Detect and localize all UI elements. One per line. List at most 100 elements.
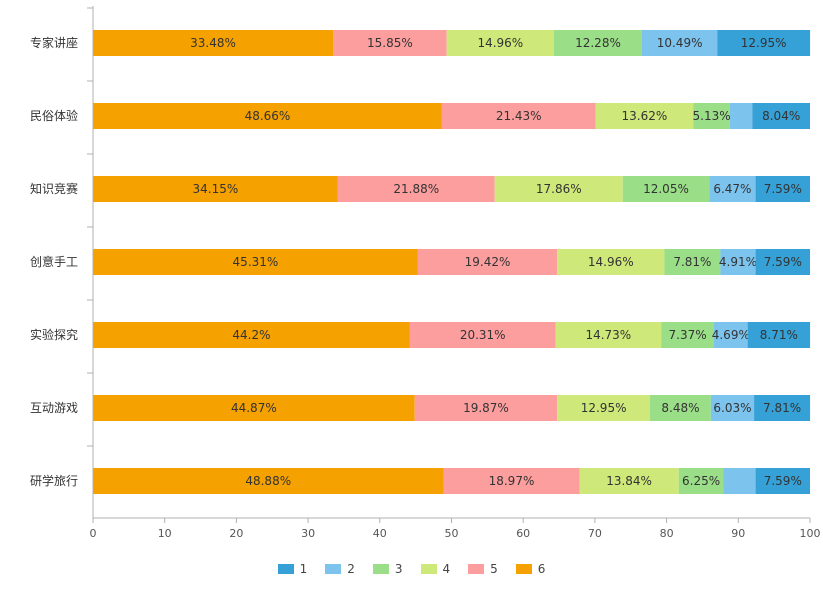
bar-segment bbox=[664, 249, 721, 275]
x-tick-label: 10 bbox=[158, 527, 172, 540]
bar-segment bbox=[709, 176, 756, 202]
legend-item[interactable]: 6 bbox=[515, 562, 545, 576]
data-label: 10.49% bbox=[657, 36, 703, 50]
bar-segment bbox=[579, 468, 679, 494]
bar-layer: 33.48% 15.85% 14.96% 12.28% 10.49% 12.95% 48.6… bbox=[93, 30, 811, 494]
bar-segment bbox=[553, 30, 643, 56]
bar-segment bbox=[693, 103, 730, 129]
legend-item[interactable]: 4 bbox=[420, 562, 451, 576]
data-label: 12.05% bbox=[643, 182, 689, 196]
category-label: 研学旅行 bbox=[30, 473, 78, 488]
data-label: 12.95% bbox=[581, 401, 627, 415]
legend-swatch bbox=[468, 564, 485, 574]
data-label: 14.73% bbox=[585, 328, 631, 342]
bar-segment bbox=[417, 249, 558, 275]
x-tick-label: 0 bbox=[90, 527, 97, 540]
data-label: 13.62% bbox=[621, 109, 667, 123]
bar-segment bbox=[414, 395, 558, 421]
category-label: 民俗体验 bbox=[30, 108, 78, 123]
bar-segment bbox=[717, 30, 811, 56]
bar-segment bbox=[678, 468, 724, 494]
legend-item[interactable]: 5 bbox=[468, 562, 498, 576]
data-label: 34.15% bbox=[193, 182, 239, 196]
data-label: 6.25% bbox=[682, 474, 720, 488]
data-label: 7.59% bbox=[764, 474, 802, 488]
bar-segment bbox=[409, 322, 556, 348]
legend-item[interactable]: 2 bbox=[325, 562, 355, 576]
legend-item[interactable]: 3 bbox=[372, 562, 403, 576]
bar-segment bbox=[723, 468, 756, 494]
bar-segment bbox=[441, 103, 596, 129]
legend-label: 2 bbox=[347, 562, 355, 576]
bar-segment bbox=[622, 176, 710, 202]
data-label: 12.95% bbox=[741, 36, 787, 50]
x-tick-label: 50 bbox=[445, 527, 459, 540]
bar-segment bbox=[446, 30, 554, 56]
data-label: 8.71% bbox=[760, 328, 798, 342]
legend-item[interactable]: 1 bbox=[277, 562, 307, 576]
bar-segment bbox=[650, 395, 711, 421]
category-label: 互动游戏 bbox=[30, 401, 78, 415]
data-label: 6.47% bbox=[713, 182, 751, 196]
legend-label: 5 bbox=[490, 562, 498, 576]
data-label: 19.42% bbox=[465, 255, 511, 269]
data-label: 48.66% bbox=[245, 109, 291, 123]
bar-segment bbox=[755, 468, 810, 494]
data-label: 20.31% bbox=[460, 328, 506, 342]
bar-segment bbox=[720, 249, 756, 275]
data-label: 5.13% bbox=[693, 109, 731, 123]
bar-segment bbox=[494, 176, 623, 202]
legend-swatch bbox=[277, 564, 294, 574]
chart-legend: 1 2 3 4 5 6 bbox=[0, 559, 823, 579]
bar-segment bbox=[713, 322, 748, 348]
data-label: 14.96% bbox=[588, 255, 634, 269]
data-label: 14.96% bbox=[477, 36, 523, 50]
data-label: 12.28% bbox=[575, 36, 621, 50]
data-label: 4.91% bbox=[719, 255, 757, 269]
bar-segment bbox=[93, 468, 444, 494]
legend-label: 3 bbox=[394, 562, 403, 576]
data-label: 44.87% bbox=[231, 401, 277, 415]
bar-segment bbox=[710, 395, 755, 421]
bar-segment bbox=[93, 176, 338, 202]
data-label: 7.59% bbox=[764, 182, 802, 196]
data-label: 8.04% bbox=[762, 109, 800, 123]
bar-segment bbox=[642, 30, 718, 56]
bar-segment bbox=[557, 249, 665, 275]
x-tick-label: 90 bbox=[731, 527, 745, 540]
data-label: 44.2% bbox=[232, 328, 270, 342]
bar-segment bbox=[755, 249, 810, 275]
category-label: 实验探究 bbox=[30, 327, 78, 342]
data-label: 45.31% bbox=[233, 255, 279, 269]
data-label: 15.85% bbox=[367, 36, 413, 50]
category-label: 创意手工 bbox=[30, 254, 78, 269]
legend-swatch bbox=[515, 564, 532, 574]
bar-segment bbox=[93, 249, 418, 275]
bar-segment bbox=[661, 322, 714, 348]
bar-segment bbox=[754, 395, 811, 421]
data-label: 7.81% bbox=[763, 401, 801, 415]
bar-segment bbox=[747, 322, 811, 348]
x-tick-label: 30 bbox=[301, 527, 315, 540]
data-label: 7.37% bbox=[669, 328, 707, 342]
legend-label: 4 bbox=[442, 562, 451, 576]
bar-segment bbox=[93, 322, 410, 348]
x-tick-label: 20 bbox=[229, 527, 243, 540]
data-label: 48.88% bbox=[245, 474, 291, 488]
data-label: 13.84% bbox=[606, 474, 652, 488]
data-label: 19.87% bbox=[463, 401, 509, 415]
bar-segment bbox=[729, 103, 753, 129]
x-tick-label: 60 bbox=[516, 527, 530, 540]
data-label: 17.86% bbox=[536, 182, 582, 196]
bar-segment bbox=[595, 103, 694, 129]
bar-segment bbox=[555, 322, 662, 348]
data-label: 18.97% bbox=[489, 474, 535, 488]
data-label: 4.69% bbox=[712, 328, 750, 342]
data-label: 8.48% bbox=[661, 401, 699, 415]
bar-segment bbox=[93, 395, 415, 421]
data-label: 21.43% bbox=[496, 109, 542, 123]
x-tick-label: 80 bbox=[660, 527, 674, 540]
data-label: 33.48% bbox=[190, 36, 236, 50]
legend-swatch bbox=[325, 564, 342, 574]
